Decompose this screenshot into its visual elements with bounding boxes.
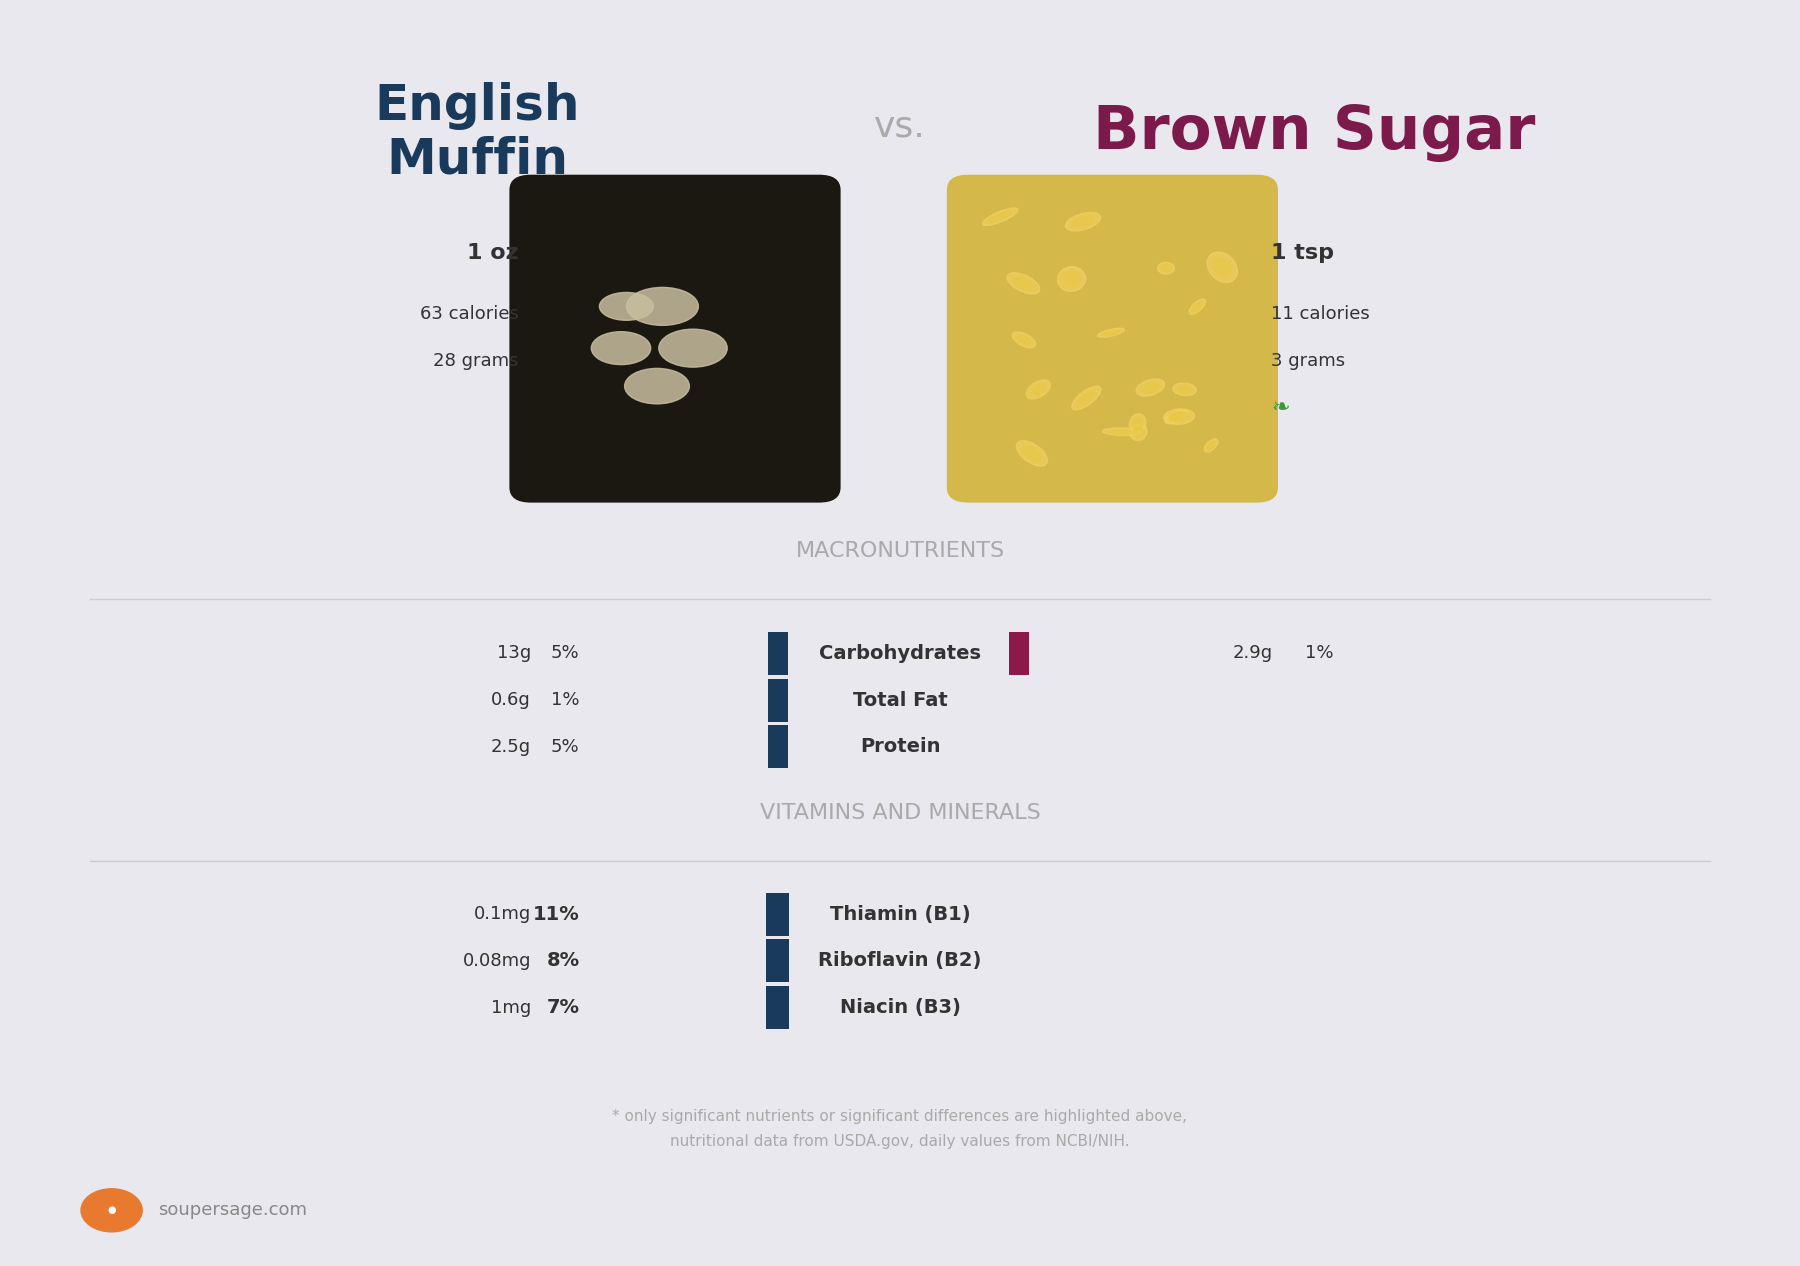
Ellipse shape — [599, 292, 653, 320]
Text: 11 calories: 11 calories — [1271, 305, 1370, 323]
Ellipse shape — [1066, 213, 1100, 230]
Bar — [767, 893, 788, 936]
Text: * only significant nutrients or significant differences are highlighted above,: * only significant nutrients or signific… — [612, 1109, 1188, 1124]
Ellipse shape — [626, 287, 698, 325]
Text: 1 oz: 1 oz — [466, 243, 518, 263]
Ellipse shape — [1208, 442, 1215, 449]
Text: Brown Sugar: Brown Sugar — [1093, 104, 1535, 162]
Text: 13g: 13g — [497, 644, 531, 662]
FancyBboxPatch shape — [947, 175, 1278, 503]
Text: 2.9g: 2.9g — [1233, 644, 1273, 662]
Ellipse shape — [590, 332, 652, 365]
Text: VITAMINS AND MINERALS: VITAMINS AND MINERALS — [760, 803, 1040, 823]
Ellipse shape — [659, 329, 727, 367]
Bar — [767, 679, 788, 722]
Text: Protein: Protein — [860, 737, 940, 757]
Text: Niacin (B3): Niacin (B3) — [839, 998, 961, 1018]
Text: soupersage.com: soupersage.com — [158, 1201, 308, 1219]
Bar — [767, 939, 788, 982]
Text: 3 grams: 3 grams — [1271, 352, 1345, 370]
Text: nutritional data from USDA.gov, daily values from NCBI/NIH.: nutritional data from USDA.gov, daily va… — [670, 1134, 1130, 1150]
Ellipse shape — [1022, 446, 1040, 461]
Ellipse shape — [1134, 427, 1143, 437]
Text: 7%: 7% — [547, 998, 580, 1018]
Ellipse shape — [1057, 267, 1085, 291]
Ellipse shape — [1163, 409, 1195, 424]
Ellipse shape — [1130, 424, 1147, 441]
Ellipse shape — [990, 211, 1012, 222]
Ellipse shape — [1132, 418, 1143, 430]
Text: 8%: 8% — [547, 951, 580, 971]
Ellipse shape — [1064, 272, 1080, 286]
Ellipse shape — [1213, 258, 1231, 276]
Ellipse shape — [1026, 380, 1051, 399]
Text: ❧: ❧ — [1271, 398, 1289, 418]
Ellipse shape — [1157, 262, 1174, 275]
Text: Riboflavin (B2): Riboflavin (B2) — [819, 951, 981, 971]
Ellipse shape — [1103, 330, 1120, 335]
Ellipse shape — [1141, 382, 1159, 392]
Text: Thiamin (B1): Thiamin (B1) — [830, 904, 970, 924]
Text: 28 grams: 28 grams — [432, 352, 518, 370]
Ellipse shape — [625, 368, 689, 404]
Ellipse shape — [1008, 272, 1040, 294]
Ellipse shape — [1192, 303, 1202, 311]
Text: 63 calories: 63 calories — [419, 305, 518, 323]
Text: Carbohydrates: Carbohydrates — [819, 643, 981, 663]
Ellipse shape — [1161, 265, 1172, 272]
Text: Total Fat: Total Fat — [853, 690, 947, 710]
Text: 1%: 1% — [1305, 644, 1334, 662]
Ellipse shape — [1071, 386, 1102, 410]
Bar — [1008, 632, 1030, 675]
Ellipse shape — [1136, 379, 1165, 396]
Ellipse shape — [1204, 439, 1219, 452]
Ellipse shape — [1165, 410, 1188, 424]
Bar — [767, 632, 788, 675]
Ellipse shape — [1031, 384, 1046, 395]
Text: 5%: 5% — [551, 738, 580, 756]
Text: 1mg: 1mg — [491, 999, 531, 1017]
Text: 5%: 5% — [551, 644, 580, 662]
Ellipse shape — [1013, 277, 1033, 290]
Text: ●: ● — [108, 1205, 115, 1215]
Ellipse shape — [1102, 428, 1143, 436]
Ellipse shape — [1078, 391, 1094, 405]
Text: 2.5g: 2.5g — [491, 738, 531, 756]
Ellipse shape — [1174, 384, 1197, 396]
Text: 0.08mg: 0.08mg — [463, 952, 531, 970]
Ellipse shape — [1129, 414, 1147, 434]
Ellipse shape — [1170, 413, 1183, 422]
Text: 1%: 1% — [551, 691, 580, 709]
Ellipse shape — [1177, 386, 1192, 394]
Ellipse shape — [1170, 411, 1188, 422]
Ellipse shape — [1073, 216, 1094, 228]
Circle shape — [81, 1189, 142, 1232]
Ellipse shape — [1190, 299, 1206, 314]
Text: English
Muffin: English Muffin — [374, 82, 580, 184]
Text: vs.: vs. — [875, 110, 925, 143]
FancyBboxPatch shape — [509, 175, 841, 503]
Text: 1 tsp: 1 tsp — [1271, 243, 1334, 263]
Bar — [767, 986, 788, 1029]
Ellipse shape — [1017, 335, 1031, 344]
Ellipse shape — [1017, 441, 1048, 466]
Text: MACRONUTRIENTS: MACRONUTRIENTS — [796, 541, 1004, 561]
Ellipse shape — [1012, 332, 1035, 348]
Ellipse shape — [983, 208, 1019, 225]
Ellipse shape — [1098, 328, 1125, 337]
Bar — [767, 725, 788, 768]
Text: 0.6g: 0.6g — [491, 691, 531, 709]
Ellipse shape — [1111, 429, 1134, 434]
Text: 11%: 11% — [533, 904, 580, 924]
Text: 0.1mg: 0.1mg — [473, 905, 531, 923]
Ellipse shape — [1208, 252, 1237, 282]
